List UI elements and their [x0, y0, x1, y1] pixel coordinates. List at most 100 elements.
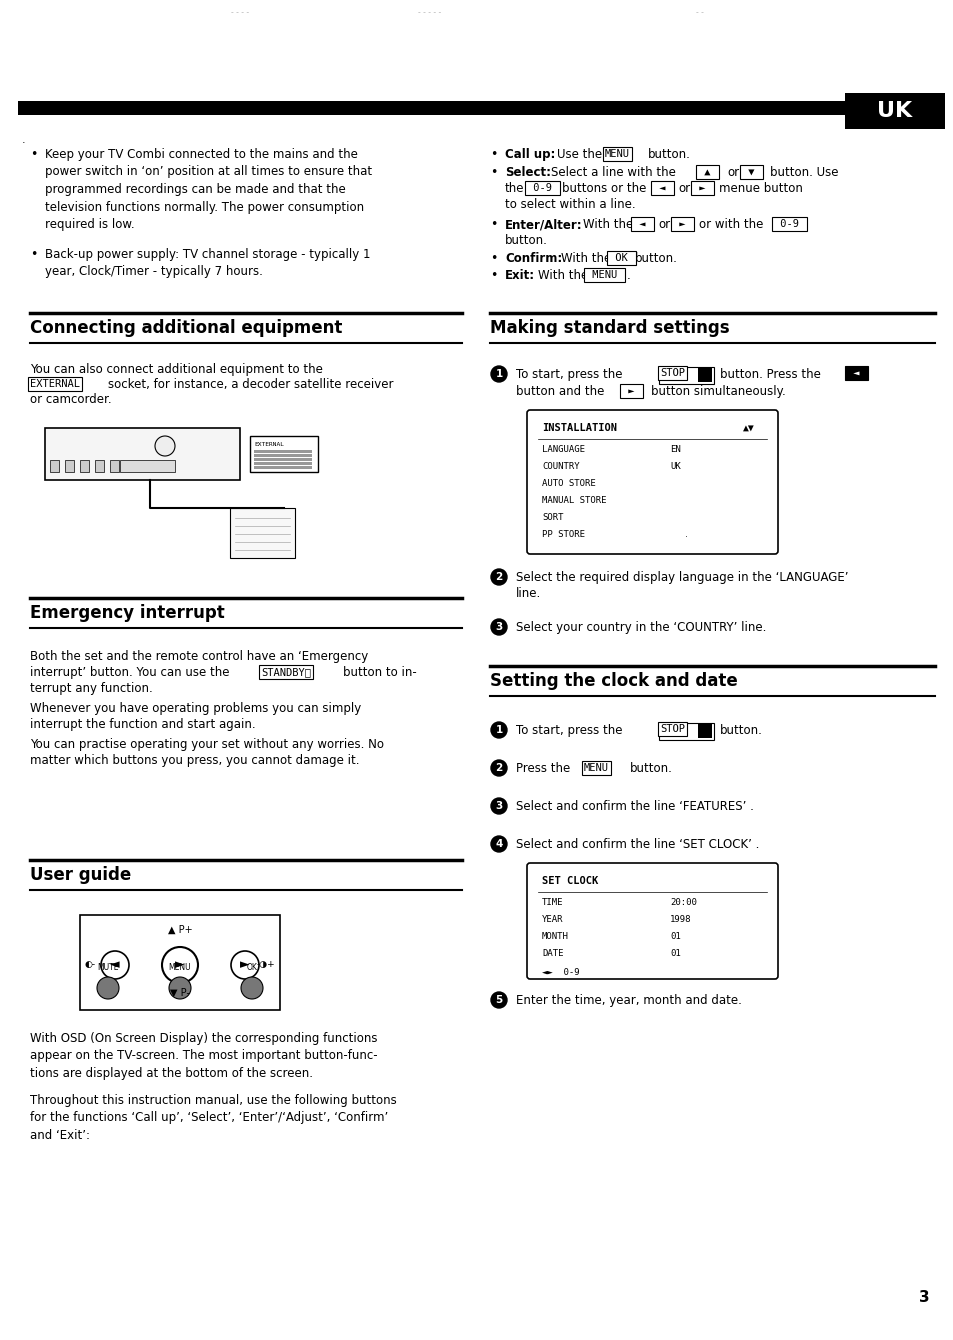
Text: to select within a line.: to select within a line. [504, 198, 635, 210]
Text: ▲ P+: ▲ P+ [168, 925, 193, 935]
Text: 3: 3 [495, 801, 502, 811]
Text: 3: 3 [495, 622, 502, 632]
Bar [120, 460, 174, 472]
Text: Whenever you have operating problems you can simply: Whenever you have operating problems you… [30, 702, 361, 716]
Text: -◑+: -◑+ [256, 961, 274, 970]
Text: To start, press the: To start, press the [516, 724, 622, 737]
Bar [659, 367, 713, 385]
Text: ◄: ◄ [633, 218, 651, 229]
Bar [698, 724, 711, 738]
Text: Select:: Select: [504, 166, 551, 180]
Text: interrupt’ button. You can use the: interrupt’ button. You can use the [30, 666, 230, 679]
Text: - - - -: - - - - [231, 8, 249, 17]
Text: STANDBY⎇: STANDBY⎇ [261, 667, 311, 677]
Bar [80, 915, 280, 1010]
Text: Throughout this instruction manual, use the following buttons
for the functions : Throughout this instruction manual, use … [30, 1093, 396, 1142]
Text: LANGUAGE: LANGUAGE [541, 445, 584, 454]
Circle shape [491, 619, 506, 635]
Text: button.: button. [647, 147, 690, 161]
Text: ▲: ▲ [698, 168, 716, 177]
Text: With the: With the [560, 252, 611, 265]
Text: Press the: Press the [516, 762, 570, 775]
Text: •: • [490, 218, 497, 230]
Circle shape [169, 977, 191, 1000]
Text: .: . [626, 269, 630, 281]
FancyBboxPatch shape [526, 410, 778, 553]
Bar [698, 367, 711, 382]
Text: •: • [30, 248, 37, 261]
Circle shape [491, 570, 506, 586]
Text: Use the: Use the [557, 147, 601, 161]
Text: EXTERNAL: EXTERNAL [30, 379, 80, 389]
Text: •: • [490, 252, 497, 265]
Text: •: • [30, 147, 37, 161]
Text: button. Press the: button. Press the [720, 369, 820, 381]
Text: PP STORE: PP STORE [541, 531, 584, 539]
Text: Exit:: Exit: [504, 269, 535, 281]
Bar [253, 462, 312, 465]
Text: .: . [684, 531, 687, 539]
Text: With the: With the [537, 269, 588, 281]
Text: line.: line. [516, 587, 540, 600]
Text: 5: 5 [495, 996, 502, 1005]
Text: button.: button. [629, 762, 672, 775]
Text: ▼ P-: ▼ P- [170, 988, 190, 998]
Text: 01: 01 [669, 949, 680, 958]
Text: COUNTRY: COUNTRY [541, 462, 579, 470]
Text: MANUAL STORE: MANUAL STORE [541, 496, 606, 505]
Text: With OSD (On Screen Display) the corresponding functions
appear on the TV-screen: With OSD (On Screen Display) the corresp… [30, 1032, 377, 1080]
Text: EN: EN [669, 445, 680, 454]
Text: 01: 01 [669, 933, 680, 941]
Text: MENU: MENU [604, 149, 629, 159]
Text: button.: button. [504, 234, 547, 247]
Circle shape [97, 977, 119, 1000]
Circle shape [231, 951, 258, 980]
Text: MENU: MENU [585, 269, 623, 280]
Text: button.: button. [635, 252, 678, 265]
Bar [65, 460, 74, 472]
Text: Keep your TV Combi connected to the mains and the
power switch in ‘on’ position : Keep your TV Combi connected to the main… [45, 147, 372, 230]
Text: Emergency interrupt: Emergency interrupt [30, 604, 225, 622]
Text: ▲▼: ▲▼ [742, 423, 754, 433]
Bar [110, 460, 119, 472]
Text: SORT: SORT [541, 513, 563, 523]
Circle shape [241, 977, 263, 1000]
Bar [250, 436, 317, 472]
Text: MENU: MENU [169, 963, 192, 971]
Text: Select your country in the ‘COUNTRY’ line.: Select your country in the ‘COUNTRY’ lin… [516, 620, 765, 634]
Text: 4: 4 [495, 839, 502, 850]
Text: ◐-: ◐- [85, 961, 96, 970]
Text: 2: 2 [495, 762, 502, 773]
Bar [844, 92, 944, 129]
Text: DATE: DATE [541, 949, 563, 958]
Text: 20:00: 20:00 [669, 898, 696, 907]
Text: Connecting additional equipment: Connecting additional equipment [30, 319, 342, 336]
Text: SET CLOCK: SET CLOCK [541, 876, 598, 886]
Text: TIME: TIME [541, 898, 563, 907]
Bar [253, 458, 312, 461]
Text: With the: With the [582, 218, 633, 230]
Text: Setting the clock and date: Setting the clock and date [490, 671, 737, 690]
Bar [659, 724, 713, 740]
Circle shape [162, 947, 198, 984]
Text: terrupt any function.: terrupt any function. [30, 682, 152, 695]
Text: 2: 2 [495, 572, 502, 582]
Text: •: • [490, 166, 497, 180]
Text: button and the: button and the [516, 385, 604, 398]
Circle shape [491, 760, 506, 776]
Bar [50, 460, 59, 472]
Circle shape [491, 836, 506, 852]
Text: or: or [678, 182, 689, 196]
Text: ►: ► [672, 218, 691, 229]
Text: Select a line with the: Select a line with the [551, 166, 675, 180]
Text: Select and confirm the line ‘SET CLOCK’ .: Select and confirm the line ‘SET CLOCK’ … [516, 838, 759, 851]
Text: matter which buttons you press, you cannot damage it.: matter which buttons you press, you cann… [30, 754, 359, 766]
FancyBboxPatch shape [526, 863, 778, 980]
Text: 0-9: 0-9 [526, 184, 558, 193]
Text: •: • [490, 269, 497, 281]
Text: the: the [504, 182, 524, 196]
Text: - -: - - [696, 8, 703, 17]
Text: ►: ► [621, 386, 640, 397]
Text: Both the set and the remote control have an ‘Emergency: Both the set and the remote control have… [30, 650, 368, 663]
Text: YEAR: YEAR [541, 915, 563, 925]
